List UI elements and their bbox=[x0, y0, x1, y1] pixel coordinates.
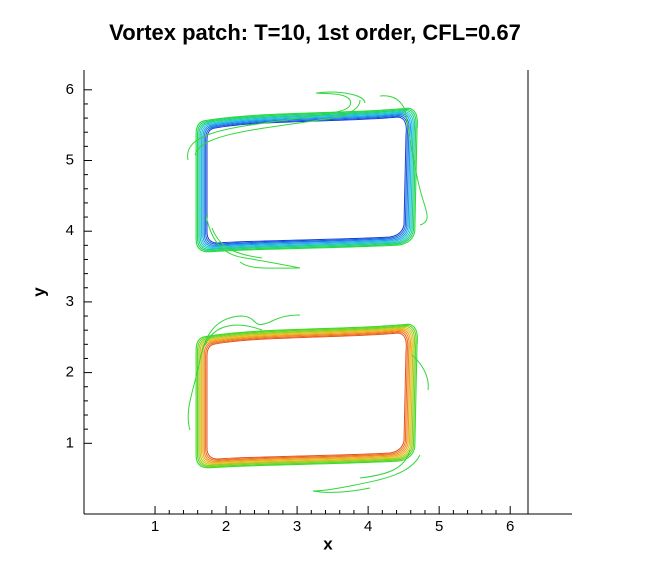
contour-line bbox=[187, 314, 301, 431]
x-tick-label: 3 bbox=[293, 518, 301, 535]
x-tick-label: 5 bbox=[435, 518, 443, 535]
x-tick-label: 6 bbox=[506, 518, 514, 535]
contour-line bbox=[201, 112, 413, 248]
y-tick-label: 2 bbox=[66, 364, 74, 381]
x-tick-label: 4 bbox=[364, 518, 372, 535]
y-axis-label: y bbox=[29, 287, 48, 297]
contour-line bbox=[198, 325, 416, 467]
contour-line bbox=[198, 109, 416, 251]
contour-line bbox=[205, 214, 301, 269]
y-tick-label: 5 bbox=[66, 151, 74, 168]
contour-line bbox=[202, 329, 411, 463]
contour-line bbox=[205, 331, 409, 461]
contour-line bbox=[201, 328, 413, 464]
contour-line bbox=[187, 91, 366, 161]
contour-line bbox=[203, 114, 410, 246]
contour-line bbox=[199, 326, 414, 466]
contour-line bbox=[195, 107, 418, 253]
contour-line bbox=[211, 227, 263, 259]
x-axis-label: x bbox=[323, 534, 333, 553]
contour-line bbox=[411, 354, 429, 391]
y-tick-label: 1 bbox=[66, 434, 74, 451]
contour-line bbox=[203, 330, 410, 462]
contour-line bbox=[195, 323, 418, 469]
contour-line bbox=[205, 115, 409, 245]
contour-line bbox=[194, 99, 361, 156]
contour-line bbox=[196, 108, 417, 252]
y-tick-label: 3 bbox=[66, 293, 74, 310]
contour-line bbox=[196, 324, 417, 468]
x-tick-label: 1 bbox=[151, 518, 159, 535]
y-tick-label: 6 bbox=[66, 81, 74, 98]
chart-title: Vortex patch: T=10, 1st order, CFL=0.67 bbox=[109, 20, 521, 45]
contour-line bbox=[204, 324, 263, 346]
contour-line bbox=[206, 332, 407, 460]
contour-line bbox=[379, 95, 428, 226]
contours bbox=[187, 91, 429, 493]
contour-line bbox=[199, 110, 414, 250]
contour-line bbox=[206, 116, 407, 244]
contour-line bbox=[359, 449, 411, 479]
contour-line bbox=[312, 454, 421, 493]
x-tick-label: 2 bbox=[222, 518, 230, 535]
contour-line bbox=[202, 113, 411, 247]
y-tick-label: 4 bbox=[66, 222, 74, 239]
